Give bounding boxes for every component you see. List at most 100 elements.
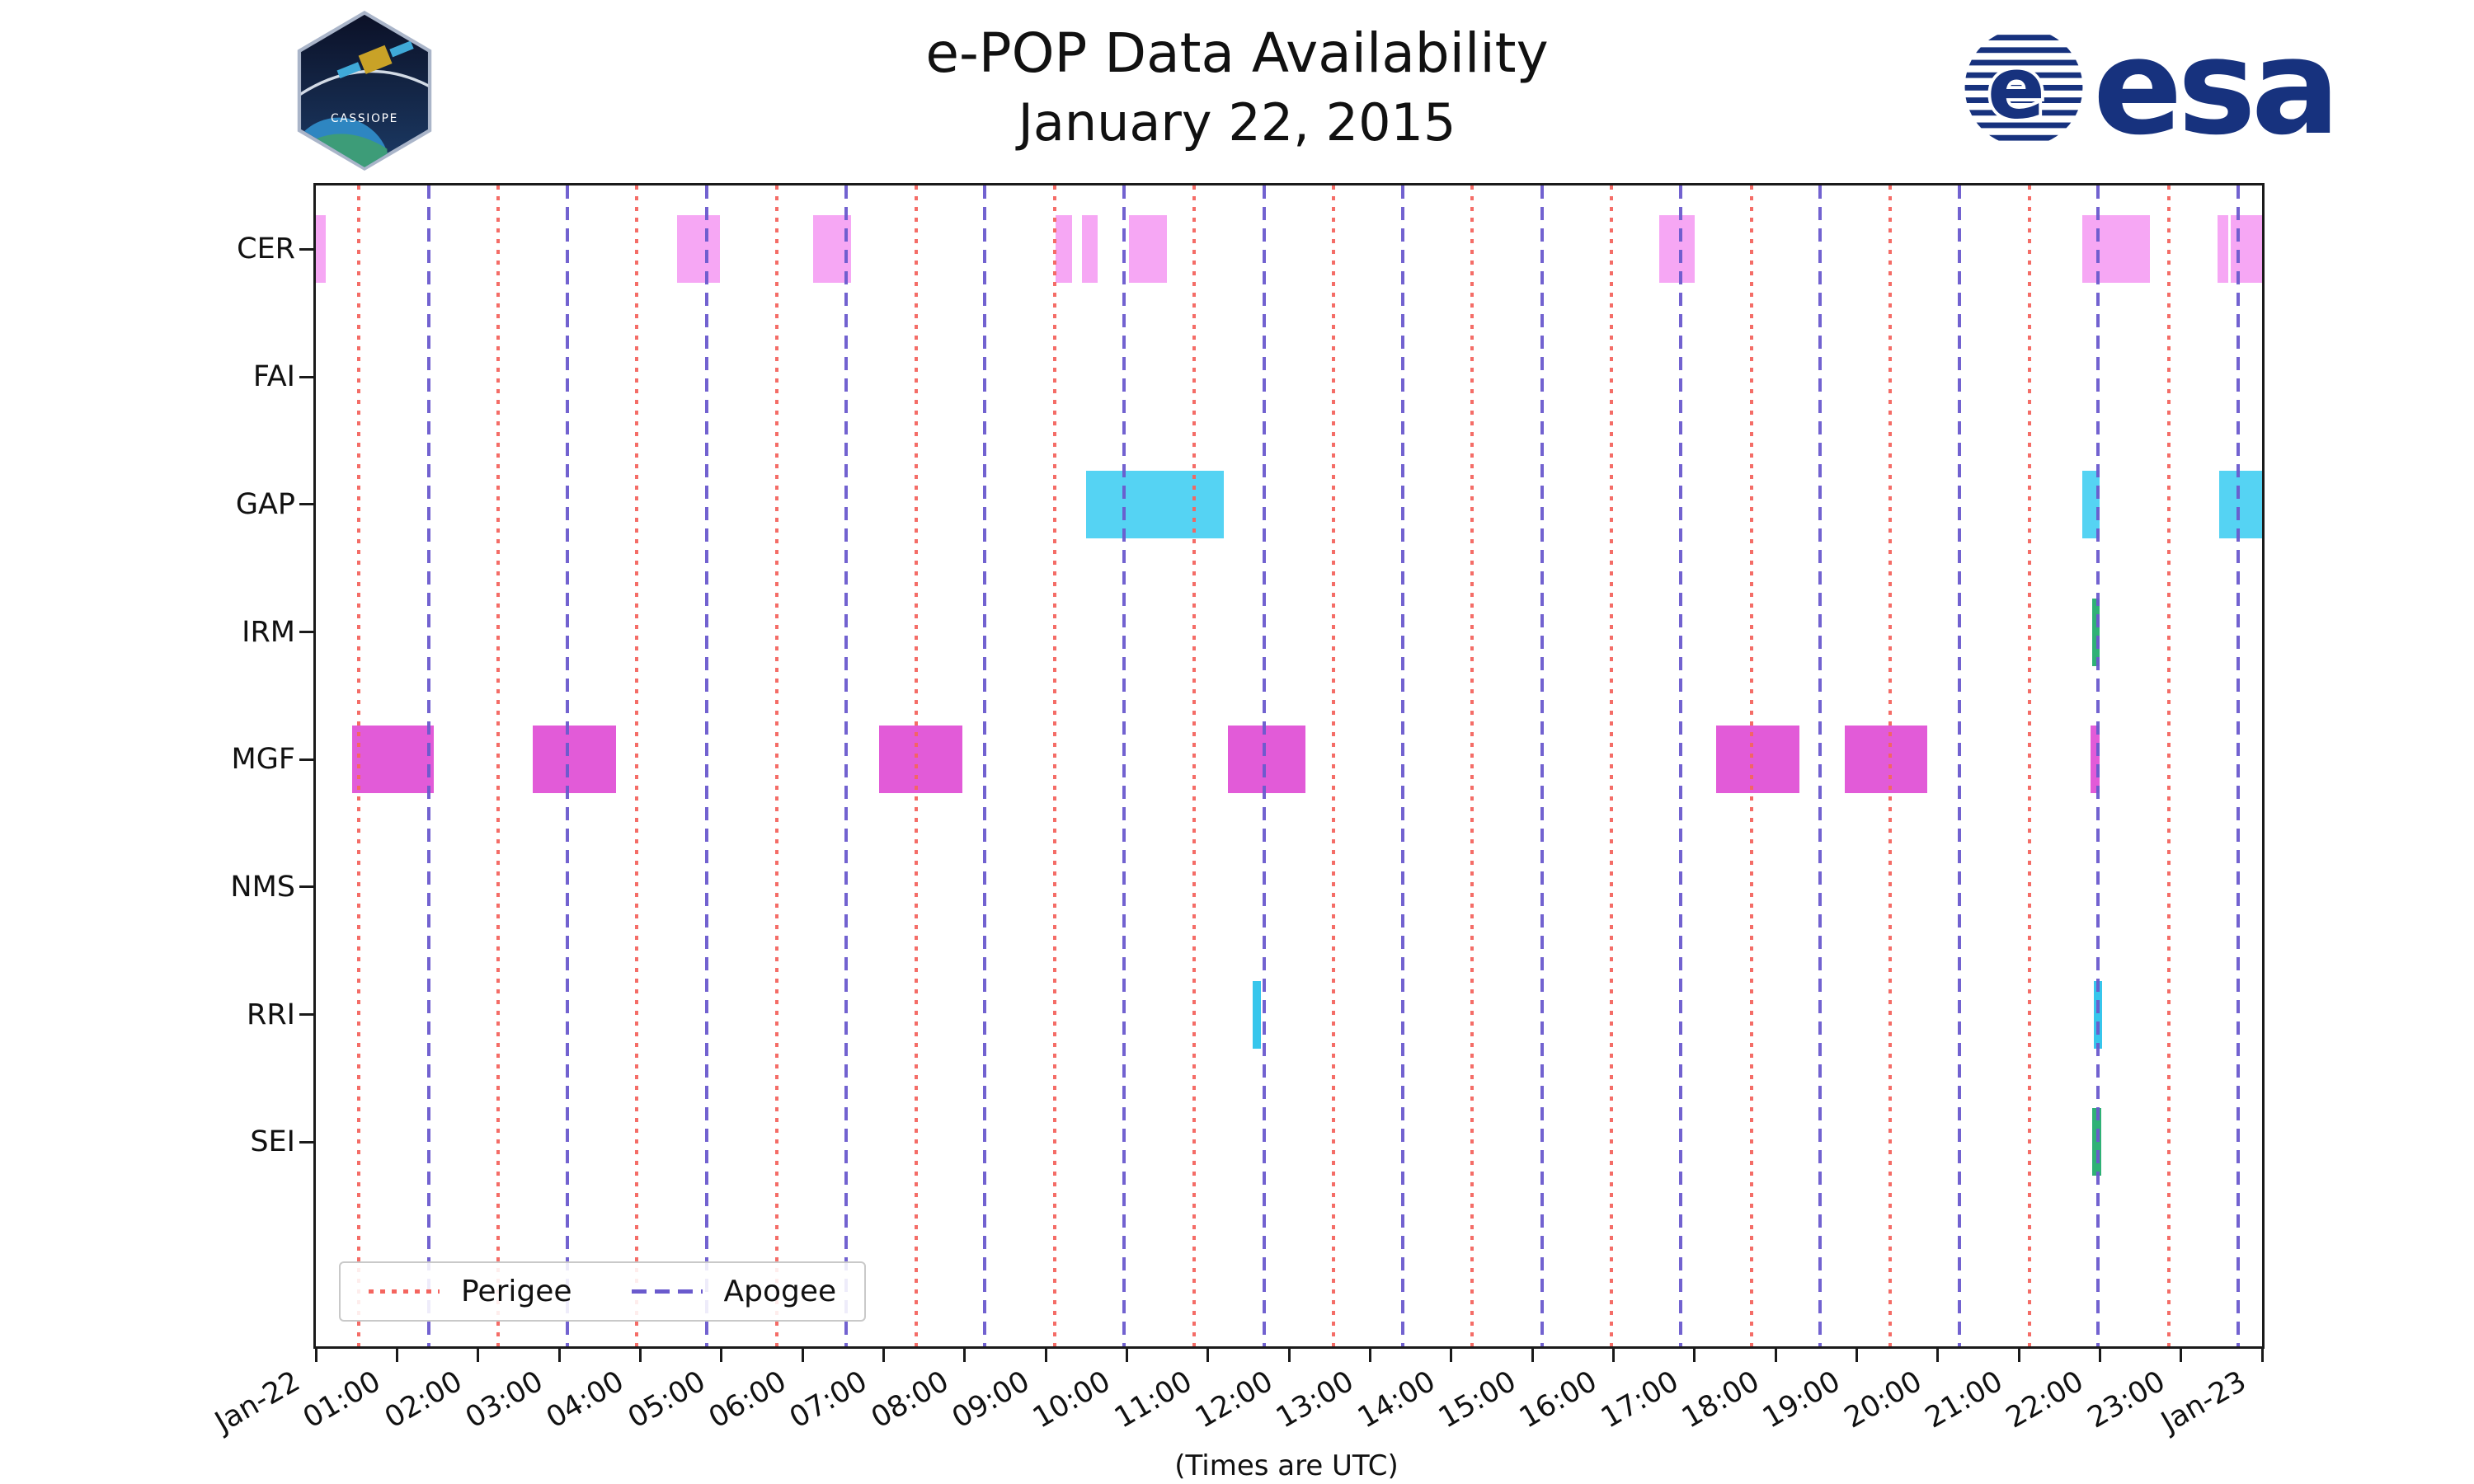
y-tick <box>299 375 313 378</box>
x-tick <box>1450 1349 1453 1362</box>
legend-label-apogee: Apogee <box>723 1275 837 1308</box>
x-tick <box>1206 1349 1210 1362</box>
availability-bar-gap <box>2081 470 2100 538</box>
perigee-line <box>1749 186 1753 1346</box>
availability-bar-mgf <box>1228 726 1305 794</box>
perigee-line <box>635 186 639 1346</box>
apogee-line <box>1958 186 1962 1346</box>
x-tick <box>395 1349 398 1362</box>
y-axis-label: SEI <box>250 1125 295 1159</box>
perigee-line <box>1888 186 1892 1346</box>
perigee-line <box>357 186 361 1346</box>
x-tick <box>1611 1349 1615 1362</box>
patch-label: CASSIOPE <box>331 112 398 125</box>
x-tick <box>1125 1349 1128 1362</box>
x-tick <box>638 1349 642 1362</box>
perigee-line <box>774 186 778 1346</box>
x-tick <box>314 1349 317 1362</box>
availability-bar-cer <box>2081 215 2151 284</box>
x-tick <box>2180 1349 2183 1362</box>
availability-bar-cer <box>316 215 326 284</box>
x-tick-label: Jan-23 <box>2005 1360 2252 1439</box>
legend-sample-apogee <box>631 1289 703 1294</box>
apogee-line <box>2236 186 2240 1346</box>
x-tick <box>720 1349 723 1362</box>
perigee-line <box>914 186 918 1346</box>
legend-item-perigee: Perigee <box>369 1275 572 1308</box>
y-axis-label: FAI <box>252 360 295 394</box>
satellite-icon <box>336 40 414 79</box>
esa-globe-icon: e <box>1964 28 2083 147</box>
y-tick <box>299 503 313 506</box>
y-tick <box>299 631 313 634</box>
apogee-line <box>2096 186 2100 1346</box>
availability-bar-mgf <box>1716 726 1800 794</box>
x-tick <box>1693 1349 1696 1362</box>
perigee-line <box>2166 186 2171 1346</box>
x-tick-label-text: Jan-23 <box>2156 1364 2252 1439</box>
x-tick <box>882 1349 885 1362</box>
y-tick <box>299 885 313 889</box>
availability-bar-cer <box>1055 215 1073 284</box>
chart-subtitle: January 22, 2015 <box>1018 92 1456 153</box>
availability-bar-cer <box>2217 215 2228 284</box>
availability-bar-mgf <box>2090 726 2100 794</box>
apogee-line <box>704 186 708 1346</box>
availability-bar-cer <box>1082 215 1098 284</box>
perigee-line <box>1192 186 1196 1346</box>
apogee-line <box>1540 186 1544 1346</box>
availability-bar-irm <box>2091 598 2100 666</box>
availability-bar-cer <box>1129 215 1168 284</box>
cassiope-mission-patch: CASSIOPE <box>294 10 435 171</box>
perigee-line <box>1052 186 1056 1346</box>
availability-bar-cer <box>1659 215 1695 284</box>
legend-sample-perigee <box>369 1289 440 1294</box>
x-axis-label: (Times are UTC) <box>1174 1449 1399 1482</box>
availability-bar-gap <box>2218 470 2262 538</box>
apogee-line <box>1818 186 1823 1346</box>
apogee-line <box>1678 186 1682 1346</box>
x-tick <box>1531 1349 1534 1362</box>
legend: Perigee Apogee <box>339 1261 867 1322</box>
availability-bar-gap <box>1086 470 1225 538</box>
esa-logo: e esa <box>1961 10 2340 164</box>
plot-area: Perigee Apogee CER FAI GAP IRM MGF NMS RRI SEI J… <box>209 183 2265 1439</box>
perigee-line <box>496 186 501 1346</box>
apogee-line <box>1400 186 1404 1346</box>
esa-globe-e: e <box>1987 39 2045 138</box>
x-tick <box>1855 1349 1858 1362</box>
availability-bar-cer <box>676 215 720 284</box>
apogee-line <box>565 186 569 1346</box>
legend-item-apogee: Apogee <box>631 1275 837 1308</box>
apogee-line <box>426 186 430 1346</box>
x-tick <box>963 1349 967 1362</box>
esa-wordmark: esa <box>2093 10 2340 164</box>
availability-bar-mgf <box>1844 726 1927 794</box>
y-axis-label: RRI <box>247 998 295 1031</box>
y-tick <box>299 1140 313 1144</box>
y-axis-label: CER <box>237 232 295 266</box>
cassiope-patch-icon: CASSIOPE <box>297 10 432 171</box>
availability-bar-rri <box>1252 980 1261 1049</box>
x-tick <box>2098 1349 2101 1362</box>
chart-title: e-POP Data Availability <box>925 21 1549 85</box>
x-tick <box>2260 1349 2264 1362</box>
x-tick <box>1044 1349 1047 1362</box>
y-tick <box>299 247 313 251</box>
y-tick <box>299 1013 313 1017</box>
availability-bar-cer <box>2230 215 2262 284</box>
legend-label-perigee: Perigee <box>461 1275 572 1308</box>
availability-bar-mgf <box>879 726 962 794</box>
x-tick <box>801 1349 804 1362</box>
apogee-line <box>983 186 987 1346</box>
x-tick <box>1368 1349 1371 1362</box>
apogee-line <box>1122 186 1126 1346</box>
availability-bar-mgf <box>352 726 434 794</box>
y-axis-label: NMS <box>230 870 295 904</box>
y-axis-label: GAP <box>235 487 295 521</box>
perigee-line <box>2027 186 2031 1346</box>
x-tick <box>1287 1349 1291 1362</box>
availability-bar-mgf <box>532 726 616 794</box>
y-tick <box>299 758 313 761</box>
